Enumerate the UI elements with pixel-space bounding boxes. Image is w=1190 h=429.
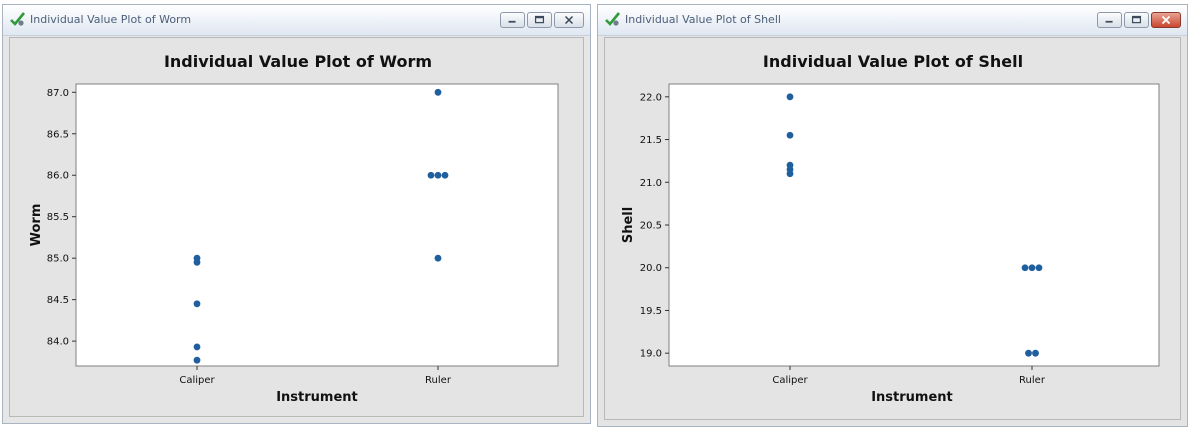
title-bar[interactable]: Individual Value Plot of Worm (3, 5, 590, 36)
shell-plot-window[interactable]: Individual Value Plot of Shell Individua… (597, 4, 1188, 427)
title-bar[interactable]: Individual Value Plot of Shell (598, 5, 1187, 36)
data-point (1028, 264, 1036, 272)
minimize-icon (1105, 20, 1113, 23)
data-point (434, 88, 442, 96)
close-icon (1161, 15, 1171, 25)
y-tick-label: 86.5 (47, 129, 69, 140)
y-tick-label: 19.5 (640, 306, 662, 317)
data-point (1032, 349, 1039, 357)
x-tick-label: Ruler (1019, 375, 1046, 386)
y-tick-label: 87.0 (47, 88, 69, 99)
y-axis-label: Shell (621, 207, 636, 243)
data-point (441, 171, 449, 179)
data-point (1025, 349, 1032, 357)
data-point (1021, 264, 1029, 272)
maximize-button[interactable] (1124, 12, 1149, 28)
chart-area: Individual Value Plot of Shell 19.0 19.5 2… (604, 37, 1181, 420)
data-point (786, 93, 794, 101)
y-tick-label: 21.5 (640, 135, 662, 146)
data-point (1035, 264, 1043, 272)
y-tick-label: 85.0 (47, 254, 69, 265)
minimize-icon (508, 20, 516, 23)
worm-plot-window[interactable]: Individual Value Plot of Worm Individual… (2, 4, 591, 424)
x-tick-label: Caliper (179, 375, 215, 386)
y-tick-label: 21.0 (640, 178, 662, 189)
minimize-button[interactable] (1097, 12, 1122, 28)
data-point (427, 171, 435, 179)
x-tick-label: Caliper (772, 375, 808, 386)
restore-icon (1131, 15, 1142, 24)
x-tick-label: Ruler (425, 375, 452, 386)
data-point (193, 258, 201, 266)
plot-area (75, 83, 559, 367)
window-title: Individual Value Plot of Worm (30, 13, 192, 26)
chart-title: Individual Value Plot of Shell (763, 52, 1023, 71)
plot-area (668, 83, 1160, 367)
graph-check-icon (10, 12, 26, 26)
close-icon (564, 15, 574, 25)
chart-area: Individual Value Plot of Worm 84.0 84.5 85… (9, 37, 584, 417)
y-tick-label: 22.0 (640, 92, 662, 103)
y-tick-label: 84.0 (47, 337, 69, 348)
maximize-button[interactable] (527, 12, 552, 28)
data-point (193, 300, 201, 308)
chart-title: Individual Value Plot of Worm (164, 52, 432, 71)
close-button[interactable] (1151, 12, 1181, 28)
y-tick-label: 20.0 (640, 263, 662, 274)
close-button[interactable] (554, 12, 584, 28)
window-title: Individual Value Plot of Shell (625, 13, 781, 26)
data-point (434, 254, 442, 262)
y-tick-label: 86.0 (47, 171, 69, 182)
x-axis-label: Instrument (276, 390, 358, 405)
individual-value-plot: Individual Value Plot of Worm 84.0 84.5 85… (29, 52, 559, 405)
minimize-button[interactable] (500, 12, 525, 28)
graph-check-icon (605, 12, 621, 26)
y-axis-label: Worm (29, 204, 44, 247)
y-tick-label: 84.5 (47, 295, 69, 306)
y-tick-label: 20.5 (640, 221, 662, 232)
x-axis-label: Instrument (871, 390, 953, 405)
data-point (193, 356, 201, 364)
data-point (786, 170, 794, 178)
data-point (786, 131, 794, 139)
individual-value-plot: Individual Value Plot of Shell 19.0 19.5 2… (621, 52, 1160, 405)
data-point (434, 171, 442, 179)
y-tick-label: 19.0 (640, 349, 662, 360)
restore-icon (534, 15, 545, 24)
y-tick-label: 85.5 (47, 212, 69, 223)
data-point (193, 343, 201, 351)
